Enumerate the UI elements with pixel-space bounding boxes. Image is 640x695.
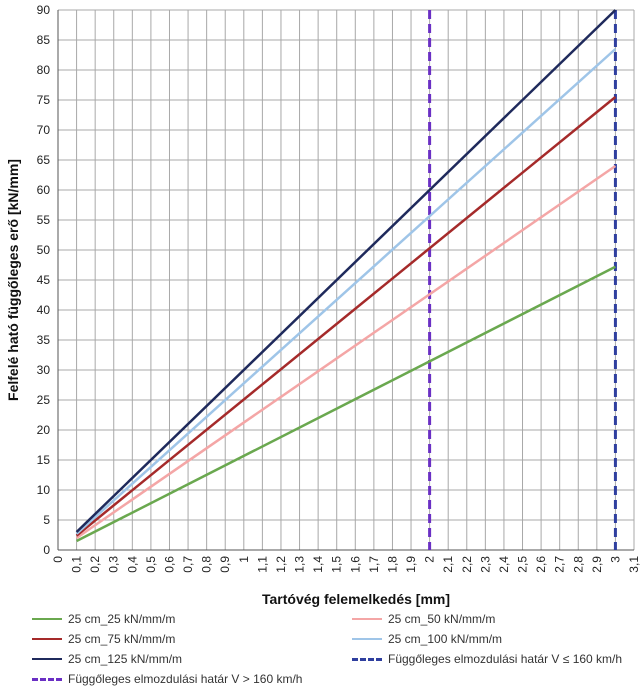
x-tick-label: 1,9 <box>404 556 418 573</box>
x-tick-label: 0,4 <box>125 556 139 573</box>
y-tick-label: 20 <box>37 423 51 437</box>
legend-label: Függőleges elmozdulási határ V ≤ 160 km/… <box>388 652 623 666</box>
x-tick-label: 1,8 <box>385 556 399 573</box>
x-tick-label: 0,9 <box>218 556 232 573</box>
y-tick-label: 85 <box>37 33 51 47</box>
x-axis-title: Tartóvég felemelkedés [mm] <box>262 591 450 607</box>
legend-label: 25 cm_50 kN/mm/m <box>388 612 496 626</box>
legend-swatch <box>32 618 62 620</box>
y-tick-label: 0 <box>43 543 50 557</box>
legend-item-limit-high-speed: Függőleges elmozdulási határ V > 160 km/… <box>32 672 302 686</box>
legend-swatch <box>352 638 382 640</box>
y-tick-label: 10 <box>37 483 51 497</box>
x-tick-label: 2,2 <box>460 556 474 573</box>
x-tick-label: 2 <box>423 556 437 563</box>
y-tick-label: 40 <box>37 303 51 317</box>
legend-item-100: 25 cm_100 kN/mm/m <box>352 632 502 646</box>
x-tick-label: 0,3 <box>107 556 121 573</box>
y-tick-label: 70 <box>37 123 51 137</box>
x-tick-label: 2,8 <box>571 556 585 573</box>
legend-label: Függőleges elmozdulási határ V > 160 km/… <box>68 672 303 686</box>
x-tick-label: 2,9 <box>590 556 604 573</box>
y-tick-label: 35 <box>37 333 51 347</box>
gridlines <box>57 9 635 551</box>
legend-swatch <box>32 658 62 660</box>
x-tick-label: 2,3 <box>478 556 492 573</box>
x-tick-label: 2,7 <box>553 556 567 573</box>
x-tick-label: 3 <box>608 556 622 563</box>
y-tick-label: 65 <box>37 153 51 167</box>
y-tick-labels: 0 5 10 15 20 25 30 35 40 45 50 55 60 65 70 75 80 85 90 <box>37 3 51 557</box>
x-tick-label: 2,1 <box>441 556 455 573</box>
y-tick-label: 15 <box>37 453 51 467</box>
x-tick-label: 0,1 <box>70 556 84 573</box>
x-tick-label: 3,1 <box>627 556 640 573</box>
legend-swatch <box>352 618 382 620</box>
y-tick-label: 75 <box>37 93 51 107</box>
x-tick-label: 0,7 <box>181 556 195 573</box>
line-chart: 0 0,1 0,2 0,3 0,4 0,5 0,6 0,7 0,8 0,9 1 1,1 1,2 1,3 1,… <box>5 3 640 607</box>
y-tick-label: 80 <box>37 63 51 77</box>
legend-item-75: 25 cm_75 kN/mm/m <box>32 632 175 646</box>
x-tick-labels: 0 0,1 0,2 0,3 0,4 0,5 0,6 0,7 0,8 0,9 1 1,1 1,2 1,3 1,… <box>51 556 640 573</box>
x-tick-label: 1,5 <box>330 556 344 573</box>
legend-label: 25 cm_100 kN/mm/m <box>388 632 503 646</box>
legend-item-50: 25 cm_50 kN/mm/m <box>352 612 495 626</box>
x-tick-label: 2,4 <box>497 556 511 573</box>
y-tick-label: 45 <box>37 273 51 287</box>
y-tick-label: 5 <box>43 513 50 527</box>
legend-label: 25 cm_125 kN/mm/m <box>68 652 183 666</box>
y-tick-label: 25 <box>37 393 51 407</box>
x-tick-label: 1,3 <box>293 556 307 573</box>
legend-item-limit-low-speed: Függőleges elmozdulási határ V ≤ 160 km/… <box>352 652 622 666</box>
legend-label: 25 cm_25 kN/mm/m <box>68 612 176 626</box>
x-tick-label: 1,2 <box>274 556 288 573</box>
legend-item-25: 25 cm_25 kN/mm/m <box>32 612 175 626</box>
x-tick-label: 2,6 <box>534 556 548 573</box>
series-line <box>75 9 617 533</box>
x-tick-label: 0,6 <box>162 556 176 573</box>
y-tick-label: 60 <box>37 183 51 197</box>
series-line <box>75 48 617 535</box>
chart-legend: 25 cm_25 kN/mm/m 25 cm_50 kN/mm/m 25 cm_… <box>0 612 640 692</box>
x-tick-label: 0,2 <box>88 556 102 573</box>
x-tick-label: 2,5 <box>516 556 530 573</box>
series-line <box>75 96 617 537</box>
series-line <box>75 164 617 540</box>
x-tick-label: 0 <box>51 556 65 563</box>
y-tick-label: 90 <box>37 3 51 17</box>
series-lines <box>75 9 617 543</box>
y-tick-label: 50 <box>37 243 51 257</box>
legend-swatch <box>352 657 382 661</box>
legend-swatch <box>32 638 62 640</box>
legend-item-125: 25 cm_125 kN/mm/m <box>32 652 182 666</box>
reference-lines <box>428 10 617 550</box>
x-tick-label: 0,5 <box>144 556 158 573</box>
x-tick-label: 1,4 <box>311 556 325 573</box>
y-tick-label: 55 <box>37 213 51 227</box>
x-tick-label: 0,8 <box>200 556 214 573</box>
legend-label: 25 cm_75 kN/mm/m <box>68 632 176 646</box>
y-tick-label: 30 <box>37 363 51 377</box>
series-line <box>76 265 616 543</box>
legend-swatch <box>32 677 62 681</box>
x-tick-label: 1,6 <box>348 556 362 573</box>
x-tick-label: 1 <box>237 556 251 563</box>
y-axis-title: Felfelé ható függőleges erő [kN/mm] <box>5 159 21 401</box>
x-tick-label: 1,7 <box>367 556 381 573</box>
x-tick-label: 1,1 <box>255 556 269 573</box>
